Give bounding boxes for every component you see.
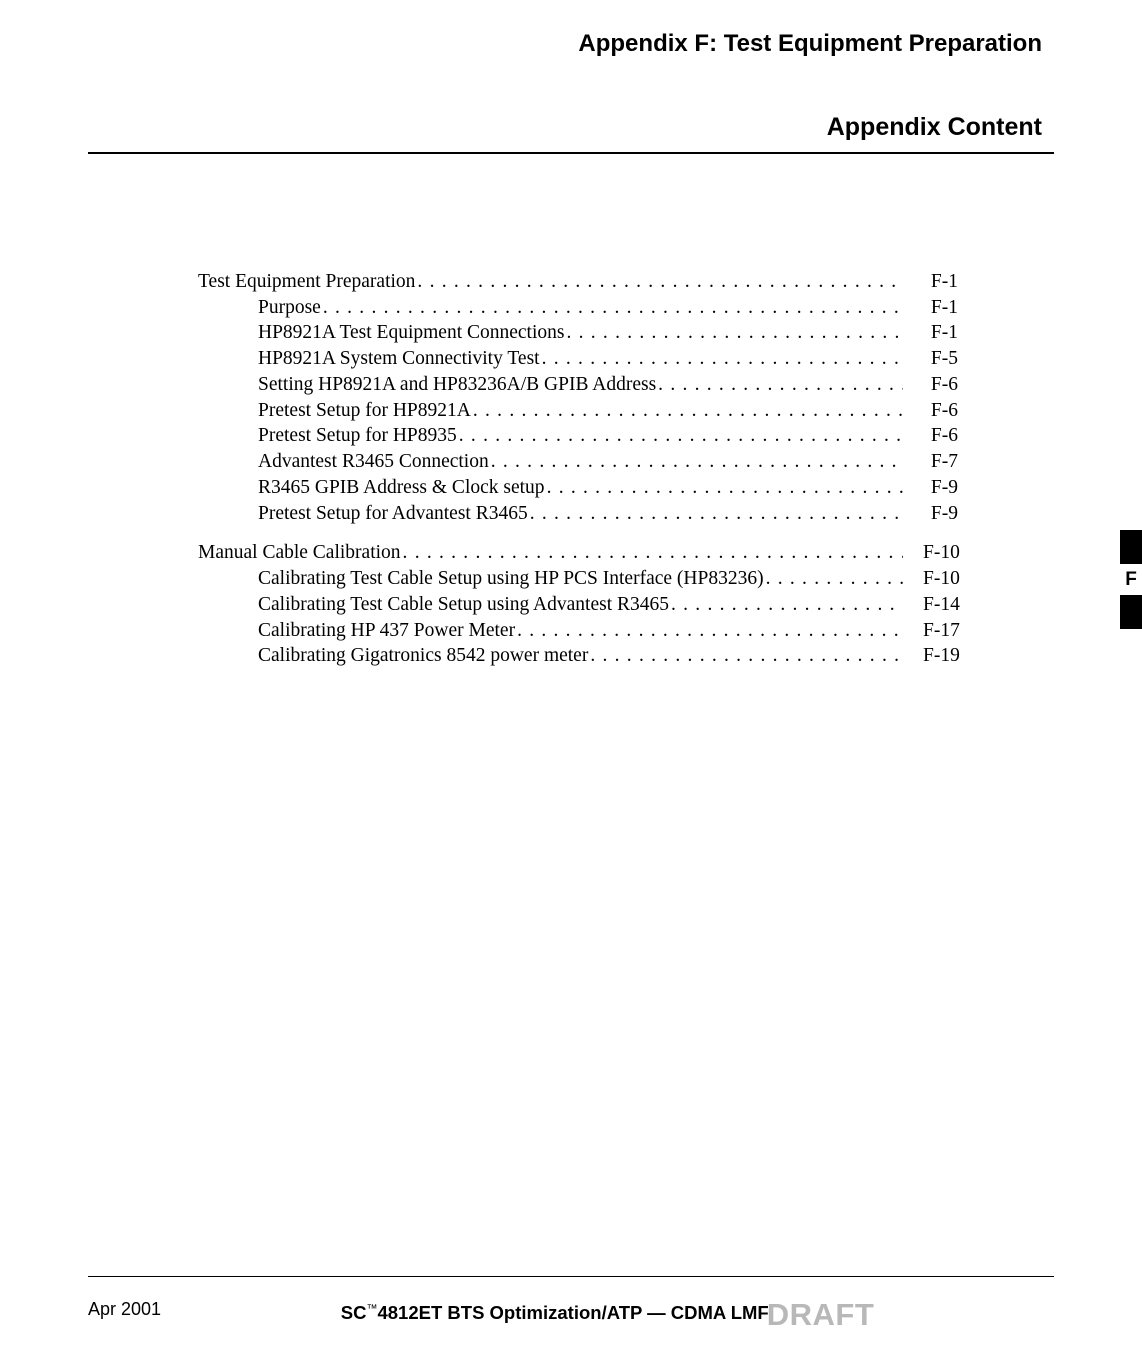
toc-dots: [321, 295, 903, 321]
toc-dots: [669, 592, 903, 618]
toc-item-label: Pretest Setup for HP8921A: [258, 398, 471, 424]
toc-item-label: Pretest Setup for Advantest R3465: [258, 501, 528, 527]
page-footer: Apr 2001 SC™4812ET BTS Optimization/ATP …: [88, 1276, 1054, 1323]
toc-item-row: Pretest Setup for HP8935 F-6: [198, 423, 958, 449]
toc-item-label: Pretest Setup for HP8935: [258, 423, 457, 449]
toc-item-row: Purpose F-1: [198, 295, 958, 321]
toc-item-row: Setting HP8921A and HP83236A/B GPIB Addr…: [198, 372, 958, 398]
toc-heading-label: Test Equipment Preparation: [198, 269, 415, 295]
toc-dots: [401, 540, 903, 566]
toc-dots: [415, 269, 903, 295]
toc-item-page: F-5: [903, 346, 958, 372]
toc-item-row: Calibrating Test Cable Setup using HP PC…: [198, 566, 958, 592]
toc-heading-row: Manual Cable Calibration F-10: [198, 540, 958, 566]
toc-item-row: Advantest R3465 Connection F-7: [198, 449, 958, 475]
toc-item-row: HP8921A Test Equipment Connections F-1: [198, 320, 958, 346]
toc-item-label: Advantest R3465 Connection: [258, 449, 489, 475]
toc-item-row: R3465 GPIB Address & Clock setup F-9: [198, 475, 958, 501]
toc-dots: [588, 643, 903, 669]
footer-main: 4812ET BTS Optimization/ATP — CDMA LMF: [377, 1302, 768, 1323]
side-tab-upper: [1120, 530, 1142, 564]
toc-item-page: F-6: [903, 372, 958, 398]
toc-item-label: R3465 GPIB Address & Clock setup: [258, 475, 545, 501]
toc-item-page: F-10: [903, 566, 958, 592]
toc-dots: [528, 501, 903, 527]
toc-heading-row: Test Equipment Preparation F-1: [198, 269, 958, 295]
toc-dots: [515, 618, 903, 644]
section-title: Appendix Content: [88, 113, 1054, 142]
toc-dots: [545, 475, 903, 501]
section-rule: [88, 152, 1054, 154]
toc-group: Manual Cable Calibration F-10 Calibratin…: [198, 540, 958, 669]
toc-dots: [564, 320, 903, 346]
page: Appendix F: Test Equipment Preparation A…: [0, 0, 1142, 1363]
toc-item-page: F-1: [903, 320, 958, 346]
toc-item-page: F-19: [903, 643, 958, 669]
toc-dots: [764, 566, 903, 592]
toc-item-row: Pretest Setup for HP8921A F-6: [198, 398, 958, 424]
draft-watermark: DRAFT: [767, 1297, 875, 1332]
toc-dots: [656, 372, 903, 398]
toc-item-row: Calibrating HP 437 Power Meter F-17: [198, 618, 958, 644]
toc-item-page: F-7: [903, 449, 958, 475]
side-tab-label: F: [1120, 564, 1142, 595]
footer-rule: [88, 1276, 1054, 1277]
toc-item-page: F-17: [903, 618, 958, 644]
toc-item-row: Calibrating Test Cable Setup using Advan…: [198, 592, 958, 618]
toc-dots: [457, 423, 903, 449]
toc-heading-page: F-1: [903, 269, 958, 295]
toc-item-page: F-6: [903, 398, 958, 424]
toc-item-label: Setting HP8921A and HP83236A/B GPIB Addr…: [258, 372, 656, 398]
toc-item-row: HP8921A System Connectivity Test F-5: [198, 346, 958, 372]
toc-group: Test Equipment Preparation F-1 Purpose F-…: [198, 269, 958, 526]
toc-item-page: F-1: [903, 295, 958, 321]
toc-item-label: Calibrating HP 437 Power Meter: [258, 618, 515, 644]
toc-item-label: HP8921A Test Equipment Connections: [258, 320, 564, 346]
toc-item-row: Calibrating Gigatronics 8542 power meter…: [198, 643, 958, 669]
footer-center: SC™4812ET BTS Optimization/ATP — CDMA LM…: [161, 1291, 1054, 1327]
toc-heading-page: F-10: [903, 540, 958, 566]
toc-dots: [471, 398, 903, 424]
toc-item-page: F-9: [903, 475, 958, 501]
toc-item-label: Purpose: [258, 295, 321, 321]
toc-dots: [540, 346, 903, 372]
side-tab-lower: [1120, 595, 1142, 629]
toc-item-page: F-9: [903, 501, 958, 527]
footer-line: Apr 2001 SC™4812ET BTS Optimization/ATP …: [88, 1287, 1054, 1323]
table-of-contents: Test Equipment Preparation F-1 Purpose F-…: [198, 269, 958, 669]
toc-item-label: HP8921A System Connectivity Test: [258, 346, 540, 372]
toc-dots: [489, 449, 903, 475]
toc-item-page: F-6: [903, 423, 958, 449]
trademark-icon: ™: [366, 1303, 377, 1315]
toc-item-label: Calibrating Test Cable Setup using HP PC…: [258, 566, 764, 592]
toc-item-label: Calibrating Test Cable Setup using Advan…: [258, 592, 669, 618]
appendix-title: Appendix F: Test Equipment Preparation: [88, 30, 1054, 58]
footer-date: Apr 2001: [88, 1299, 161, 1320]
toc-item-page: F-14: [903, 592, 958, 618]
toc-heading-label: Manual Cable Calibration: [198, 540, 401, 566]
footer-prefix: SC: [341, 1302, 367, 1323]
toc-item-row: Pretest Setup for Advantest R3465 F-9: [198, 501, 958, 527]
toc-item-label: Calibrating Gigatronics 8542 power meter: [258, 643, 588, 669]
